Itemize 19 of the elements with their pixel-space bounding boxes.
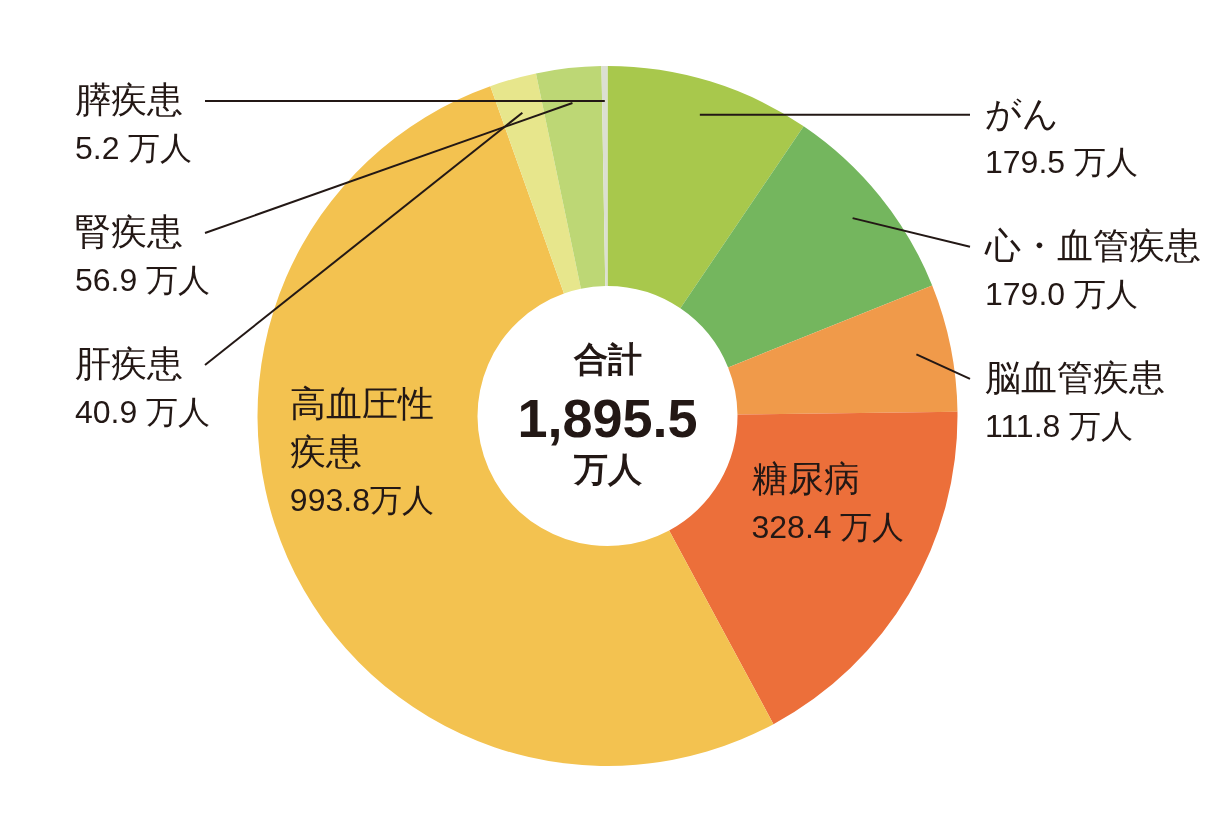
data-label: 993.8万人	[289, 482, 434, 519]
slice-label: 心・血管疾患	[984, 224, 1201, 266]
data-label: 179.0 万人	[985, 275, 1138, 312]
slice-label: 腎疾患	[75, 211, 183, 253]
text: 合計	[572, 340, 642, 378]
text: 万人	[572, 450, 643, 488]
slice-label: 脳血管疾患	[985, 356, 1165, 398]
data-label: 5.2 万人	[75, 130, 193, 167]
data-label: 40.9 万人	[75, 394, 211, 431]
slice-label: 高血圧性疾患	[289, 383, 434, 473]
slice-label: がん	[985, 92, 1059, 134]
text: 1,895.5	[517, 388, 698, 448]
data-label: 328.4 万人	[751, 508, 905, 545]
data-label: 111.8 万人	[985, 407, 1134, 444]
slice-label: 糖尿病	[751, 457, 860, 499]
data-label: 56.9 万人	[75, 262, 211, 299]
slice-label: 肝疾患	[75, 343, 183, 385]
data-label: 179.5 万人	[985, 143, 1138, 180]
slice-label: 膵疾患	[75, 79, 183, 121]
